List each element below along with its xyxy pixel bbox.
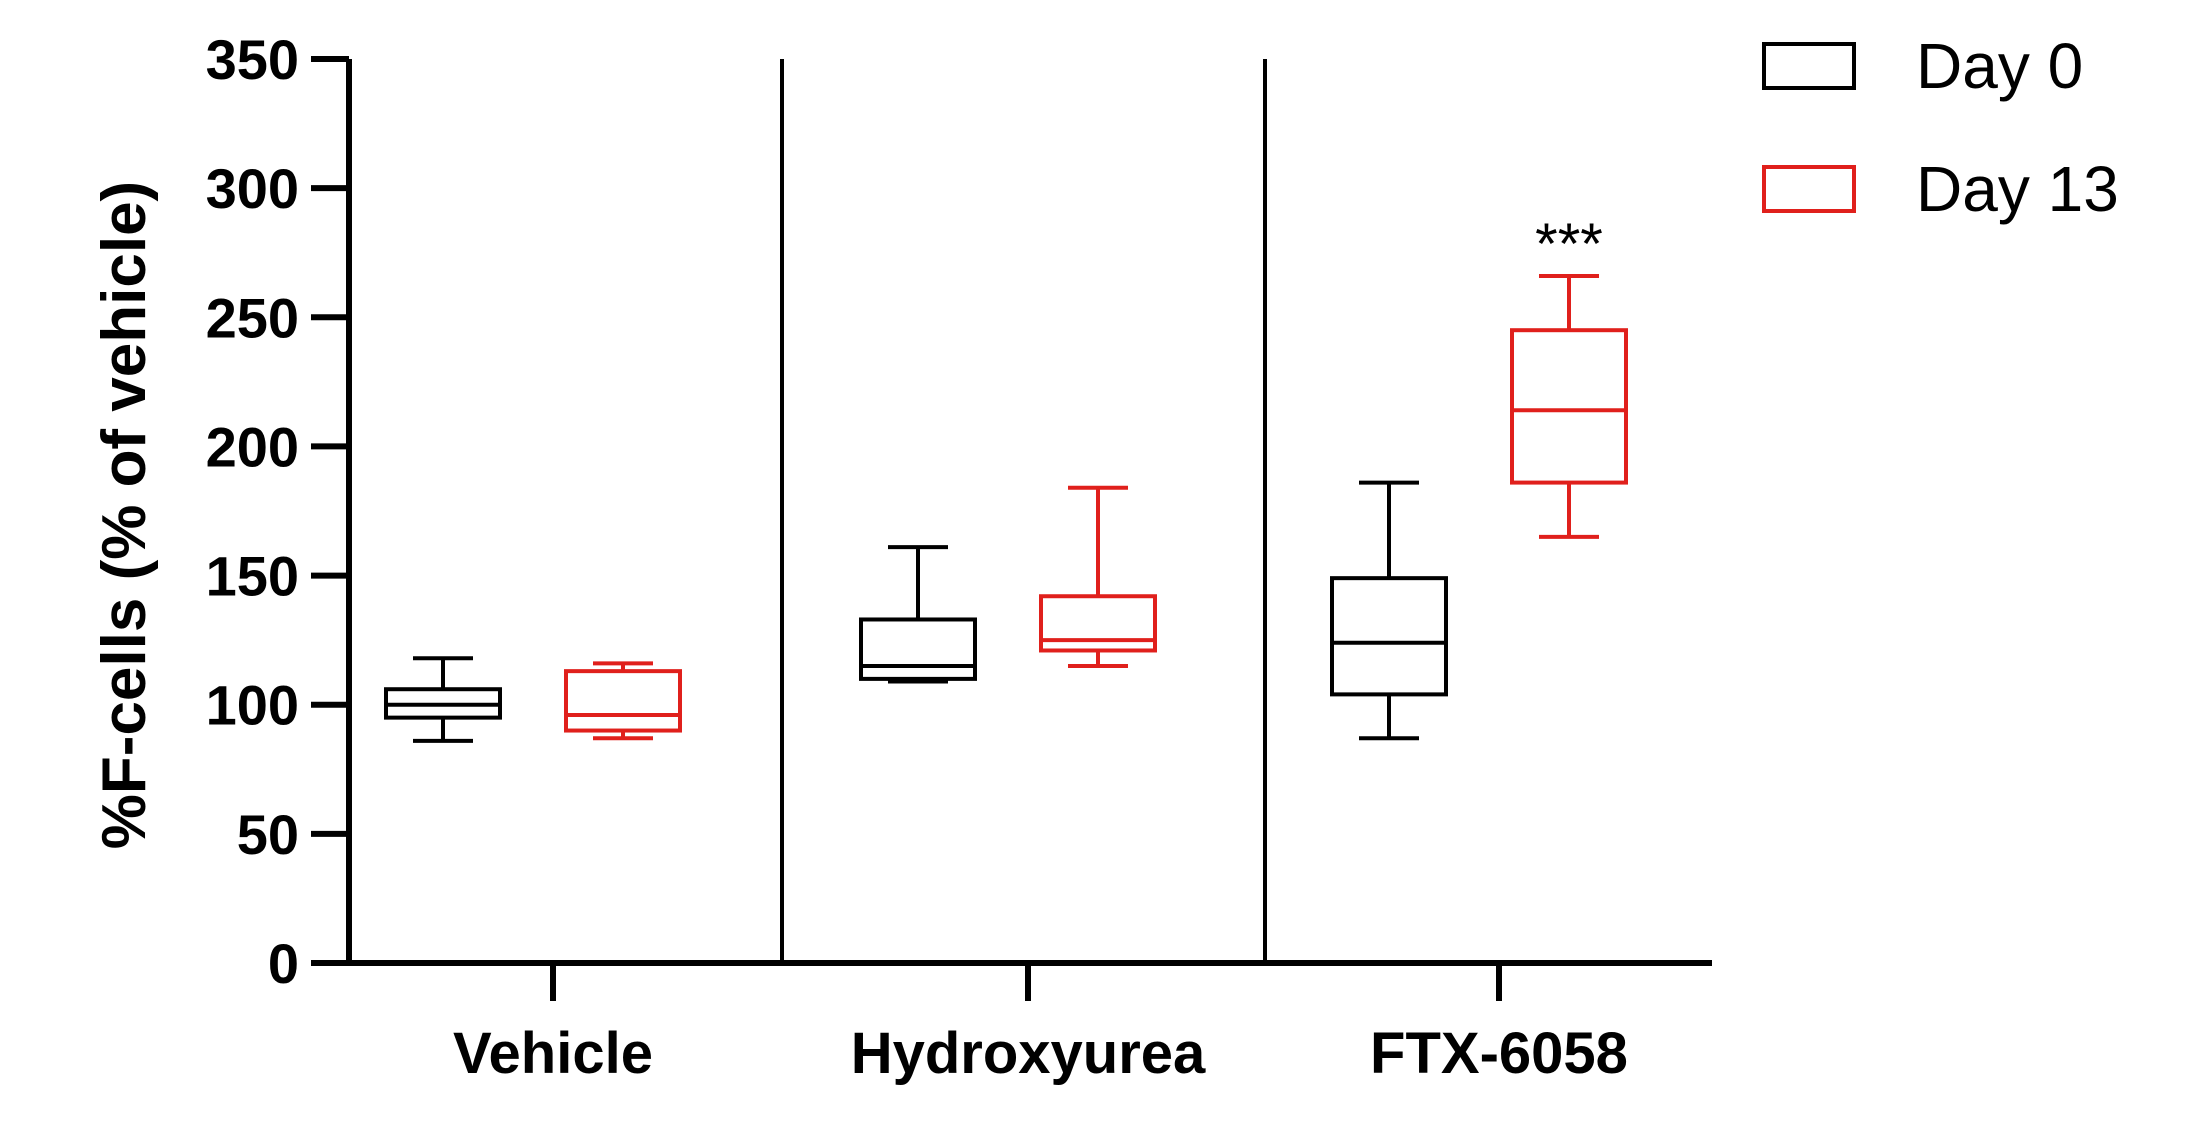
legend-label: Day 13 xyxy=(1916,153,2119,225)
x-category-label: Hydroxyurea xyxy=(851,1021,1206,1086)
box-iqr xyxy=(564,669,682,733)
legend: Day 0 Day 13 xyxy=(1762,30,2119,225)
y-tick-label: 300 xyxy=(206,157,299,220)
box-iqr xyxy=(1510,328,1628,485)
box-day-13-hydroxyurea xyxy=(1039,485,1157,668)
box-day-13-ftx-6058 xyxy=(1510,273,1628,539)
y-tick-label: 150 xyxy=(206,545,299,608)
annotations: *** xyxy=(1535,212,1603,277)
y-tick-label: 350 xyxy=(206,28,299,91)
box-day-0-hydroxyurea xyxy=(859,545,977,684)
x-category-label: Vehicle xyxy=(453,1021,653,1086)
significance-annotation: *** xyxy=(1535,212,1603,277)
box-iqr xyxy=(1039,594,1157,653)
box-day-13-vehicle xyxy=(564,661,682,741)
box-day-0-vehicle xyxy=(384,656,502,743)
y-tick-label: 200 xyxy=(206,415,299,478)
legend-swatch xyxy=(1762,42,1856,90)
y-tick-label: 50 xyxy=(237,803,299,866)
legend-label: Day 0 xyxy=(1916,30,2083,102)
box-iqr xyxy=(1330,576,1448,697)
box-iqr xyxy=(859,617,977,681)
boxes xyxy=(384,273,1628,743)
group-separators xyxy=(780,59,1267,963)
y-tick-label: 250 xyxy=(206,286,299,349)
box-day-0-ftx-6058 xyxy=(1330,480,1448,741)
y-tick-label: 100 xyxy=(206,674,299,737)
axes: 0 50 100 150 200 250 300 350 Vehicle Hydroxyurea F… xyxy=(206,28,1712,1086)
y-tick-label: 0 xyxy=(268,932,299,995)
x-category-label: FTX-6058 xyxy=(1370,1021,1628,1086)
y-axis-label: %F-cells (% of vehicle) xyxy=(90,181,159,849)
legend-swatch xyxy=(1762,165,1856,213)
